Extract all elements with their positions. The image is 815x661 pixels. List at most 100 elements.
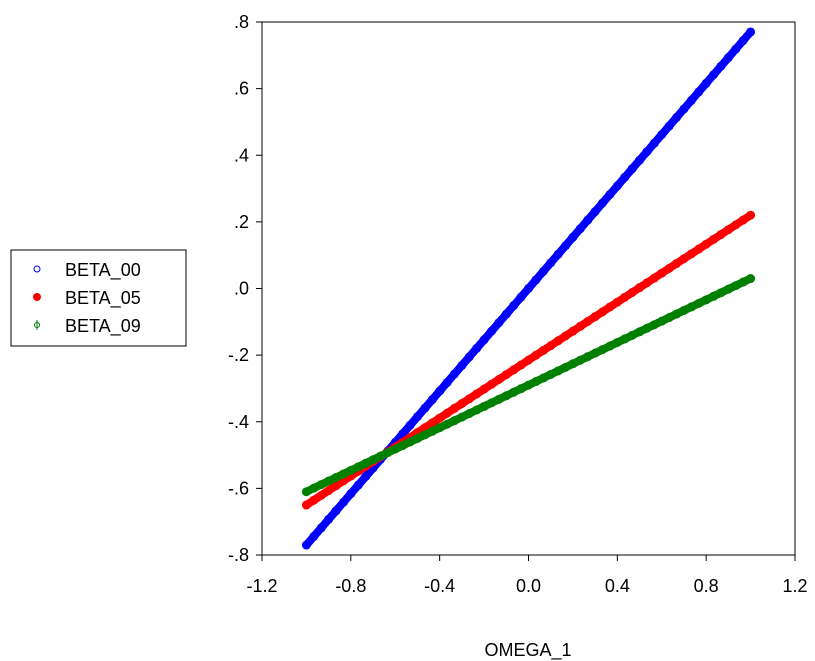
series-beta-00 bbox=[301, 27, 756, 550]
data-point bbox=[568, 232, 578, 242]
data-point bbox=[538, 345, 548, 355]
data-point bbox=[694, 244, 704, 254]
data-point bbox=[568, 326, 578, 336]
y-tick-label: .2 bbox=[234, 212, 249, 232]
data-point bbox=[546, 369, 556, 379]
data-point bbox=[605, 341, 615, 351]
data-point bbox=[457, 412, 467, 422]
data-point bbox=[457, 360, 467, 370]
data-point bbox=[442, 408, 452, 418]
data-point bbox=[346, 465, 356, 475]
data-point bbox=[301, 540, 311, 550]
legend-label: BETA_00 bbox=[65, 260, 141, 281]
data-point bbox=[657, 268, 667, 278]
data-point bbox=[353, 462, 363, 472]
data-point bbox=[346, 489, 356, 499]
data-point bbox=[464, 352, 474, 362]
data-point bbox=[405, 420, 415, 430]
data-point bbox=[649, 273, 659, 283]
data-point bbox=[686, 302, 696, 312]
data-point bbox=[649, 138, 659, 148]
data-point bbox=[442, 419, 452, 429]
data-point bbox=[361, 472, 371, 482]
data-point bbox=[709, 291, 719, 301]
data-point bbox=[723, 225, 733, 235]
data-point bbox=[472, 343, 482, 353]
y-tick-label: .4 bbox=[234, 145, 249, 165]
data-point bbox=[524, 380, 533, 390]
data-point bbox=[672, 259, 682, 269]
legend-item: BETA_00 bbox=[33, 260, 141, 281]
legend-marker-icon bbox=[33, 265, 41, 273]
data-point bbox=[516, 384, 526, 394]
data-point bbox=[635, 283, 645, 293]
data-point bbox=[716, 230, 726, 240]
x-tick-label: 1.2 bbox=[782, 576, 807, 596]
x-tick-label: -1.2 bbox=[246, 576, 277, 596]
legend: BETA_00 BETA_05 BETA_09 bbox=[10, 249, 187, 347]
data-point bbox=[598, 307, 608, 317]
data-point bbox=[605, 189, 615, 199]
data-point bbox=[731, 220, 741, 230]
data-point bbox=[709, 70, 719, 80]
data-point bbox=[635, 155, 645, 165]
data-point bbox=[738, 36, 748, 46]
data-point bbox=[672, 112, 682, 122]
data-point bbox=[494, 394, 504, 404]
data-point bbox=[561, 362, 571, 372]
data-point bbox=[612, 337, 622, 347]
data-point bbox=[686, 95, 696, 105]
data-point bbox=[375, 451, 385, 461]
x-tick-label: -0.8 bbox=[335, 576, 366, 596]
data-point bbox=[575, 224, 585, 234]
data-point bbox=[309, 483, 319, 493]
data-point bbox=[501, 309, 511, 319]
data-point bbox=[738, 215, 748, 225]
data-point bbox=[531, 275, 541, 285]
data-point bbox=[561, 331, 571, 341]
data-point bbox=[301, 500, 311, 510]
data-point bbox=[494, 374, 504, 384]
data-point bbox=[672, 309, 682, 319]
x-axis: -1.2 -0.8 -0.4 0.0 0.4 0.8 1.2 bbox=[246, 555, 808, 596]
data-point bbox=[538, 373, 548, 383]
data-point bbox=[309, 531, 319, 541]
data-point bbox=[479, 401, 489, 411]
data-point bbox=[709, 234, 719, 244]
x-tick-label: -0.4 bbox=[424, 576, 455, 596]
data-point bbox=[701, 295, 711, 305]
y-tick-label: .8 bbox=[234, 12, 249, 32]
data-point bbox=[686, 249, 696, 259]
data-point bbox=[420, 430, 430, 440]
data-point bbox=[620, 172, 630, 182]
data-point bbox=[701, 78, 711, 88]
data-point bbox=[731, 281, 741, 291]
data-point bbox=[398, 441, 408, 451]
data-point bbox=[553, 366, 563, 376]
data-point bbox=[664, 121, 674, 131]
data-point bbox=[509, 301, 519, 311]
data-point bbox=[524, 355, 533, 365]
data-point bbox=[642, 323, 652, 333]
data-point bbox=[486, 379, 496, 389]
data-point bbox=[464, 394, 474, 404]
data-point bbox=[627, 330, 637, 340]
data-point bbox=[324, 486, 334, 496]
data-point bbox=[598, 198, 608, 208]
data-point bbox=[420, 403, 430, 413]
data-point bbox=[575, 355, 585, 365]
data-point bbox=[449, 403, 459, 413]
data-point bbox=[679, 104, 689, 114]
data-point bbox=[449, 369, 459, 379]
data-point bbox=[731, 44, 741, 54]
data-point bbox=[309, 495, 319, 505]
data-point bbox=[427, 426, 437, 436]
series-layer bbox=[301, 27, 756, 550]
x-tick-label: 0.4 bbox=[605, 576, 630, 596]
data-point bbox=[642, 278, 652, 288]
data-point bbox=[501, 370, 511, 380]
data-point bbox=[479, 384, 489, 394]
data-point bbox=[701, 239, 711, 249]
x-tick-label: 0.8 bbox=[694, 576, 719, 596]
data-point bbox=[598, 345, 608, 355]
